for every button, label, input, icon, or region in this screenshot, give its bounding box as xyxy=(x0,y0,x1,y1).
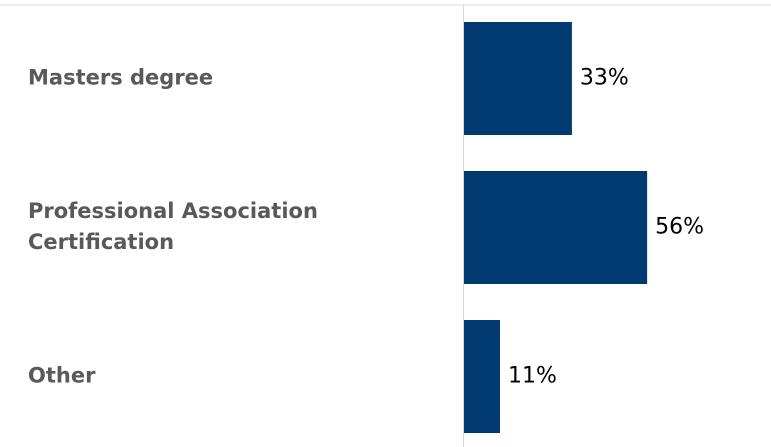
category-label-3-line-1: Other xyxy=(28,364,96,388)
data-label-1: 33% xyxy=(580,66,629,91)
bars-layer xyxy=(464,22,648,433)
bar-3 xyxy=(464,320,500,433)
category-label-2-line-1: Professional Association xyxy=(28,199,318,223)
category-label-1-line-1: Masters degree xyxy=(28,66,213,90)
data-label-3: 11% xyxy=(508,364,557,389)
labels-layer: 33% Masters degree 56% Professional Associa… xyxy=(28,66,704,389)
bar-1 xyxy=(464,22,572,135)
bar-2 xyxy=(464,171,648,284)
data-label-2: 56% xyxy=(655,215,704,240)
category-label-2-line-2: Certification xyxy=(28,230,174,254)
